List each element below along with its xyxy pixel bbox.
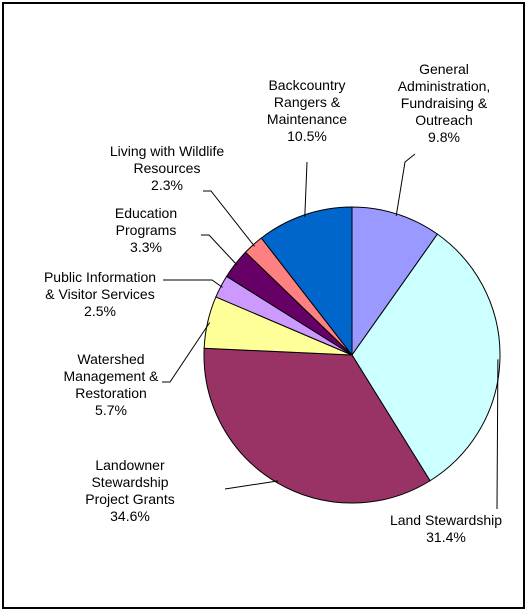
leader-line-7 bbox=[203, 190, 255, 247]
slice-percent-6: 3.3% bbox=[130, 239, 162, 255]
slice-percent-4: 5.7% bbox=[95, 402, 127, 418]
leader-line-2 bbox=[496, 359, 499, 510]
slice-percent-7: 2.3% bbox=[151, 177, 183, 193]
slice-percent-8: 10.5% bbox=[287, 128, 327, 144]
slice-label-4: Watershed Management & Restoration 5.7% bbox=[64, 351, 160, 418]
leader-line-5 bbox=[163, 279, 223, 288]
slice-label-7: Living with Wildlife Resources 2.3% bbox=[110, 143, 225, 193]
leader-lines bbox=[162, 153, 499, 510]
pie-slice-3 bbox=[203, 347, 431, 504]
slice-label-8: Backcountry Rangers & Maintenance 10.5% bbox=[267, 77, 347, 144]
slice-percent-1: 9.8% bbox=[428, 129, 460, 145]
slice-label-1: General Administration, Fundraising & Outre… bbox=[398, 61, 491, 145]
leader-line-1 bbox=[395, 153, 416, 216]
leader-line-8 bbox=[304, 161, 308, 217]
chart-frame: General Administration, Fundraising & Outre… bbox=[2, 2, 525, 609]
slice-label-3: Landowner Stewardship Project Grants 34.6% bbox=[85, 457, 174, 524]
leader-line-3 bbox=[224, 480, 279, 490]
leader-line-6 bbox=[201, 234, 238, 266]
slice-label-6: Education Programs 3.3% bbox=[115, 205, 177, 255]
slice-percent-3: 34.6% bbox=[110, 508, 150, 524]
slice-percent-2: 31.4% bbox=[426, 529, 466, 545]
pie-chart: General Administration, Fundraising & Outre… bbox=[44, 61, 502, 545]
slice-label-2: Land Stewardship 31.4% bbox=[390, 512, 502, 545]
slice-labels: General Administration, Fundraising & Outre… bbox=[44, 61, 502, 545]
pie-slices bbox=[203, 206, 501, 504]
slice-percent-5: 2.5% bbox=[84, 303, 116, 319]
slice-label-5: Public Information & Visitor Services 2.5% bbox=[44, 269, 156, 319]
leader-line-4 bbox=[162, 322, 211, 383]
pie-slice-8 bbox=[260, 206, 353, 357]
pie-slice-2 bbox=[351, 233, 501, 482]
